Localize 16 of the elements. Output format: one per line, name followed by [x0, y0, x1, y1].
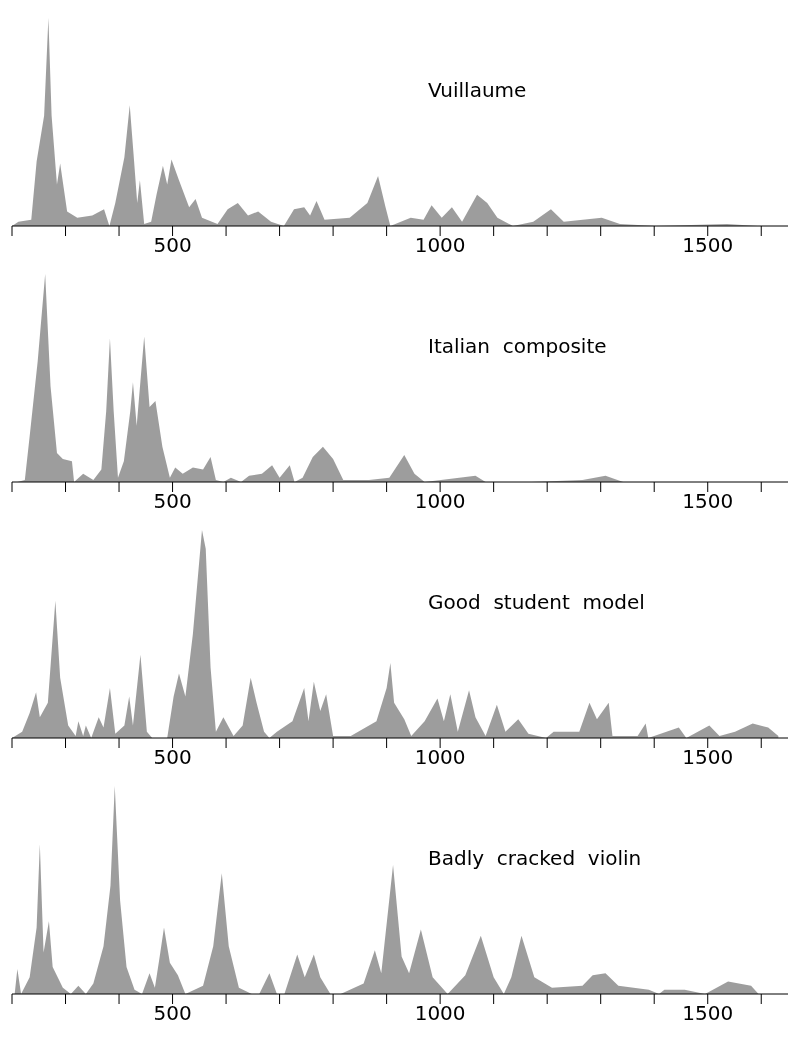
x-tick-label: 1000	[414, 489, 466, 514]
text: Badly cracked violin	[428, 846, 642, 870]
x-tick-label: 1500	[682, 489, 734, 514]
x-tick-label: 500	[153, 1001, 192, 1026]
x-tick-label: 1000	[414, 745, 466, 770]
x-tick-label: 500	[153, 489, 192, 514]
x-tick-label: 500	[153, 745, 192, 770]
x-tick-label: 1000	[414, 1001, 466, 1026]
x-tick-label: 1500	[682, 233, 734, 258]
x-tick-label: 500	[153, 233, 192, 258]
text: Good student model	[428, 590, 645, 614]
x-tick-label: 1500	[682, 745, 734, 770]
x-tick-label: 1000	[414, 233, 466, 258]
x-tick-label: 1500	[682, 1001, 734, 1026]
text: Vuillaume	[428, 78, 527, 102]
text: Italian composite	[428, 334, 607, 358]
